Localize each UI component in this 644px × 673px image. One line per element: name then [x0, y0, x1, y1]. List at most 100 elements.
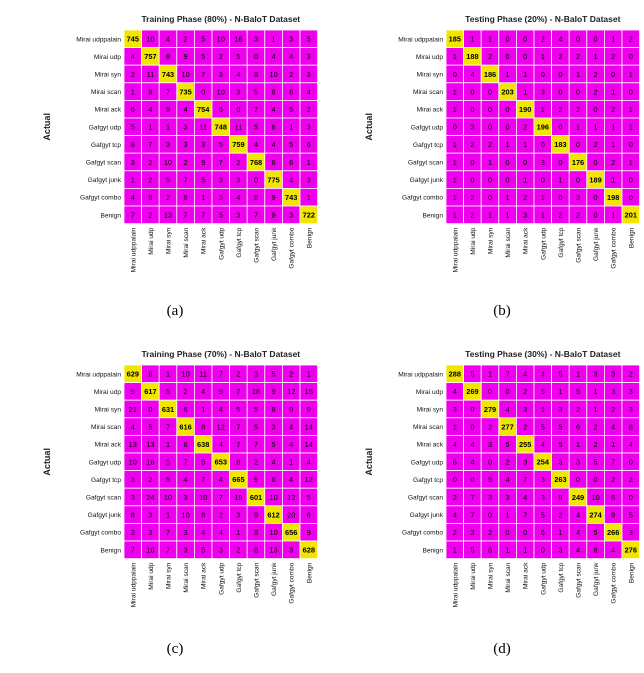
cell-value: 7 [236, 440, 240, 449]
cell-value: 1 [523, 87, 527, 96]
cell-value: 7 [506, 370, 510, 379]
cell-value: 7 [166, 87, 170, 96]
cell-value: 3 [541, 493, 545, 502]
cell-value: 2 [184, 387, 188, 396]
cell-value: 5 [558, 370, 562, 379]
chart-title: Training Phase (80%) - N-BaIoT Dataset [141, 14, 300, 24]
cell-value: 2 [289, 70, 293, 79]
cell-value: 6 [307, 510, 311, 519]
cell-value: 4 [166, 35, 170, 44]
matrix-cell [621, 540, 641, 560]
cell-value: 6 [184, 405, 188, 414]
cell-value: 2 [523, 123, 527, 132]
y-tick-label: Mirai udp [94, 389, 121, 396]
confusion-matrix-c: Training Phase (70%) - N-BaIoT Dataset 6 2… [42, 349, 319, 650]
cell-value: 5 [307, 493, 311, 502]
cell-value: 1 [131, 175, 135, 184]
cell-value: 5 [289, 105, 293, 114]
cell-value: 653 [215, 458, 227, 467]
cell-value: 288 [449, 370, 461, 379]
cell-value: 1 [541, 193, 545, 202]
cell-value: 1 [611, 175, 615, 184]
cell-value: 11 [199, 370, 207, 379]
y-tick-label: Gafgyt scan [408, 160, 444, 167]
cell-value: 3 [488, 440, 492, 449]
x-tick-label: Gafgyt combo [611, 562, 618, 603]
cell-value: 3 [629, 387, 633, 396]
cell-value: 4 [272, 140, 276, 149]
cell-value: 9 [148, 87, 152, 96]
cell-value: 4 [201, 528, 205, 537]
cell-value: 198 [607, 193, 619, 202]
cell-value: 0 [558, 70, 562, 79]
cell-value: 4 [289, 175, 293, 184]
y-tick-label: Gafgyt combo [402, 195, 443, 202]
cell-value: 0 [506, 387, 510, 396]
cell-value: 5 [558, 422, 562, 431]
y-axis-label: Actual [364, 113, 374, 141]
cell-value: 8 [488, 546, 492, 555]
y-tick-label: Gafgyt combo [80, 195, 121, 202]
cell-value: 1 [576, 123, 580, 132]
cell-value: 759 [232, 140, 244, 149]
cell-value: 9 [254, 510, 258, 519]
x-tick-label: Mirai udp [148, 227, 155, 254]
cell-value: 8 [254, 546, 258, 555]
x-tick-label: Mirai syn [488, 227, 495, 254]
cell-value: 1 [506, 546, 510, 555]
cell-value: 2 [148, 211, 152, 220]
cell-value: 7 [201, 70, 205, 79]
cell-value: 5 [289, 140, 293, 149]
x-tick-label: Mirai scan [183, 562, 190, 592]
chart-title: Training Phase (70%) - N-BaIoT Dataset [141, 349, 300, 359]
cell-value: 0 [470, 87, 474, 96]
cell-value: 2 [611, 405, 615, 414]
y-tick-label: Gafgyt tcp [91, 142, 121, 149]
cell-value: 722 [303, 211, 315, 220]
x-tick-label: Gafgyt udp [540, 227, 547, 260]
cell-value: 0 [594, 211, 598, 220]
cell-value: 183 [554, 140, 566, 149]
cell-value: 0 [506, 52, 510, 61]
cell-value: 1 [594, 123, 598, 132]
cell-value: 2 [453, 493, 457, 502]
cell-value: 1 [541, 405, 545, 414]
cell-value: 4 [184, 105, 188, 114]
cell-value: 4 [236, 70, 240, 79]
cell-value: 0 [541, 70, 545, 79]
cell-value: 1 [453, 158, 457, 167]
cell-value: 3 [148, 528, 152, 537]
cell-value: 3 [184, 528, 188, 537]
cell-value: 1 [131, 87, 135, 96]
cell-value: 6 [184, 440, 188, 449]
cell-value: 1 [523, 70, 527, 79]
cell-value: 6 [289, 87, 293, 96]
cell-value: 4 [611, 546, 615, 555]
cell-value: 0 [594, 105, 598, 114]
x-tick-label: Mirai udppalain [130, 227, 137, 272]
cell-value: 249 [572, 493, 584, 502]
cell-value: 1 [453, 211, 457, 220]
y-tick-label: Benign [100, 547, 121, 554]
cell-value: 3 [470, 528, 474, 537]
cell-value: 1 [629, 158, 633, 167]
cell-value: 20 [287, 510, 295, 519]
cell-value: 1 [558, 387, 562, 396]
cell-value: 2 [470, 140, 474, 149]
cell-value: 3 [131, 158, 135, 167]
cell-value: 0 [558, 123, 562, 132]
cell-value: 5 [594, 458, 598, 467]
cell-value: 1 [488, 158, 492, 167]
x-tick-label: Gafgyt junk [593, 227, 600, 261]
x-tick-label: Mirai udp [470, 562, 477, 589]
cell-value: 13 [129, 440, 137, 449]
x-tick-label: Mirai scan [505, 227, 512, 257]
cell-value: 7 [219, 370, 223, 379]
cell-value: 1 [148, 123, 152, 132]
cell-value: 0 [453, 475, 457, 484]
cell-value: 0 [254, 175, 258, 184]
cell-value: 3 [219, 175, 223, 184]
cell-value: 1 [506, 140, 510, 149]
x-tick-label: Benign [306, 562, 313, 583]
cell-value: 15 [305, 387, 313, 396]
